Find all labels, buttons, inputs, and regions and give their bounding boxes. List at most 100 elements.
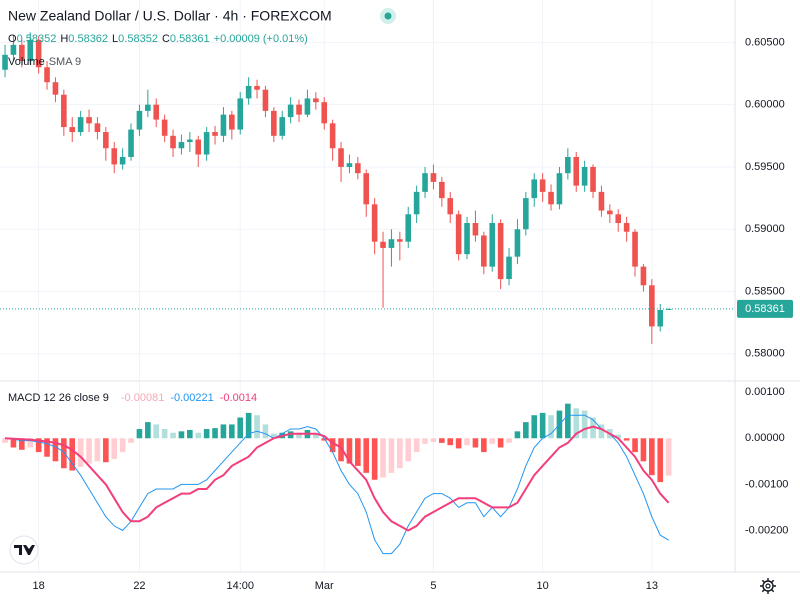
candle-body: [573, 156, 580, 186]
candle-body: [556, 173, 563, 205]
histogram-bar: [153, 424, 160, 439]
indicator-legend: Volume SMA 9: [8, 56, 81, 68]
candle-body: [187, 139, 193, 143]
candle-body: [472, 223, 479, 236]
histogram-bar: [430, 438, 437, 442]
histogram-bar: [161, 429, 168, 439]
histogram-bar: [531, 415, 538, 439]
histogram-bar: [287, 431, 294, 439]
histogram-bar: [397, 438, 403, 469]
candle-body: [161, 119, 168, 136]
candle-body: [657, 309, 664, 327]
histogram-bar: [615, 434, 622, 439]
label: L: [112, 33, 118, 45]
candle-body: [489, 223, 496, 267]
indicator-param: SMA 9: [49, 56, 81, 68]
candle-body: [481, 235, 487, 267]
candle-body: [195, 139, 202, 155]
x-tick-label: 18: [33, 580, 45, 592]
candle-body: [229, 114, 235, 130]
candle-body: [598, 191, 605, 211]
candle-body: [590, 166, 596, 192]
candle-body: [506, 256, 512, 280]
candle-body: [35, 39, 42, 68]
candle-body: [145, 104, 151, 111]
candle-body: [170, 135, 176, 149]
label: H: [60, 33, 68, 45]
x-tick-label: 10: [537, 580, 549, 592]
histogram-bar: [94, 438, 101, 462]
candle-body: [338, 148, 344, 167]
candle-body: [254, 85, 260, 90]
indicator-name[interactable]: MACD 12 26 close 9: [8, 392, 109, 404]
candle-body: [69, 127, 76, 133]
candle-body: [397, 239, 403, 242]
histogram-bar: [35, 438, 42, 453]
histogram-bar: [170, 432, 176, 439]
candle-body: [94, 123, 101, 133]
y-tick-label: 0.60000: [745, 99, 785, 111]
histogram-bar: [271, 433, 277, 439]
candle-body: [262, 89, 269, 111]
histogram-bar: [245, 412, 252, 439]
histogram-bar: [203, 429, 210, 439]
histogram-bar: [19, 438, 25, 450]
candle-body: [313, 98, 319, 103]
candle-body: [355, 163, 361, 174]
histogram-bar: [77, 438, 84, 467]
candle-body: [497, 223, 504, 280]
candle-body: [237, 98, 244, 130]
histogram-bar: [254, 415, 260, 439]
histogram-bar: [514, 431, 521, 439]
settings-icon[interactable]: [760, 578, 776, 594]
candle-body: [531, 179, 538, 199]
candle-body: [346, 163, 353, 167]
candle-body: [405, 214, 412, 242]
candle-body: [329, 123, 336, 149]
candle-body: [363, 173, 370, 205]
value: 0.58352: [17, 33, 57, 45]
histogram-bar: [380, 438, 386, 478]
candle-body: [439, 181, 445, 199]
histogram-bar: [262, 424, 269, 439]
x-tick-label: 22: [133, 580, 145, 592]
histogram-bar: [371, 438, 378, 480]
label: O: [8, 33, 17, 45]
candle-body: [212, 132, 218, 136]
histogram-bar: [355, 438, 361, 466]
histogram-bar: [329, 438, 336, 453]
histogram-bar: [103, 438, 109, 463]
histogram-bar: [321, 438, 328, 441]
tradingview-logo[interactable]: [9, 535, 39, 565]
histogram-bar: [506, 438, 512, 443]
histogram-bar: [413, 438, 420, 453]
macd-value: -0.00221: [170, 392, 213, 404]
candle-body: [632, 231, 638, 267]
indicator-name[interactable]: Volume: [8, 56, 45, 68]
candle-body: [371, 204, 378, 242]
histogram-bar: [405, 438, 412, 462]
candle-body: [640, 266, 647, 286]
histogram-bar: [178, 431, 185, 439]
candle-body: [10, 44, 17, 55]
candle-body: [111, 148, 118, 165]
candle-body: [271, 110, 277, 136]
change: +0.00009 (+0.01%): [214, 33, 308, 45]
histogram-bar: [422, 438, 428, 444]
candle-body: [304, 98, 311, 115]
histogram-bar: [220, 424, 227, 439]
histogram-bar: [657, 438, 664, 483]
candle-body: [2, 54, 8, 70]
histogram-bar: [52, 438, 59, 462]
histogram-bar: [119, 438, 126, 453]
histogram-bar: [632, 438, 638, 453]
candle-body: [447, 198, 454, 215]
histogram-bar: [145, 422, 151, 439]
histogram-bar: [623, 438, 630, 441]
histogram-bar: [128, 438, 134, 443]
candle-body: [430, 173, 437, 182]
signal-value: -0.0014: [220, 392, 257, 404]
candle-body: [128, 129, 134, 157]
candle-body: [178, 142, 185, 149]
